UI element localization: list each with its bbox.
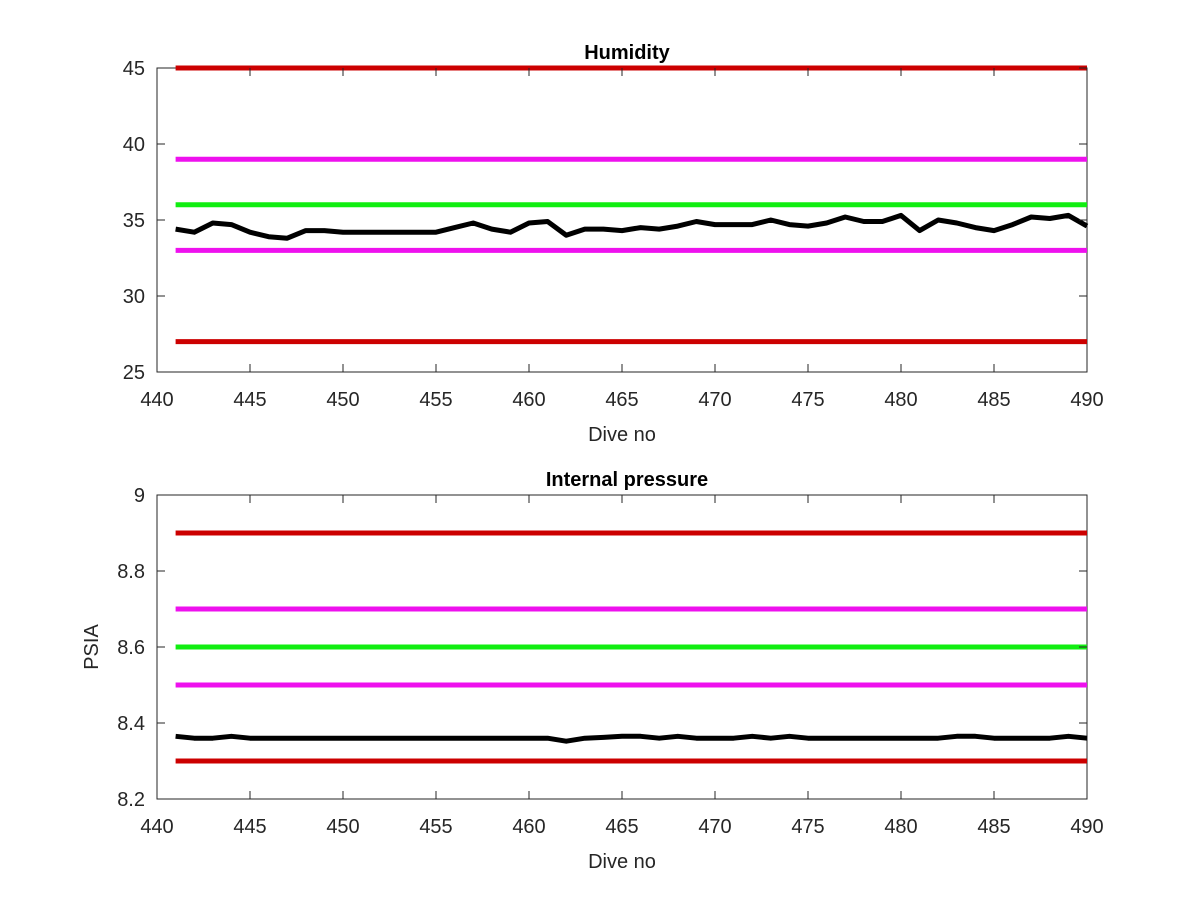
y-tick-label: 35 (123, 210, 145, 232)
x-tick-label: 445 (233, 389, 266, 411)
x-tick-label: 460 (512, 816, 545, 838)
x-tick-label: 445 (233, 816, 266, 838)
x-tick-label: 470 (698, 816, 731, 838)
y-tick-label: 8.4 (117, 713, 145, 735)
x-tick-label: 470 (698, 389, 731, 411)
x-tick-label: 490 (1070, 816, 1103, 838)
y-tick-label: 9 (134, 485, 145, 507)
chart-title: Internal pressure (546, 469, 708, 491)
x-tick-label: 480 (884, 389, 917, 411)
chart-1: 440 445 450 455 460 465 470 475 480 485 490 25 30 35 4… (123, 42, 1104, 446)
x-tick-label: 475 (791, 816, 824, 838)
plot-area (156, 67, 1088, 373)
x-tick-label: 485 (977, 389, 1010, 411)
chart-2: 440 445 450 455 460 465 470 475 480 485 490 8.2 8.4 8… (81, 469, 1104, 873)
y-tick-label: 40 (123, 134, 145, 156)
x-axis-label: Dive no (588, 851, 656, 873)
x-tick-label: 455 (419, 389, 452, 411)
x-tick-label: 455 (419, 816, 452, 838)
y-tick-label: 30 (123, 286, 145, 308)
x-tick-label: 465 (605, 816, 638, 838)
y-axis-label: PSIA (81, 624, 103, 670)
x-tick-label: 485 (977, 816, 1010, 838)
x-tick-label: 440 (140, 389, 173, 411)
x-tick-label: 450 (326, 389, 359, 411)
x-tick-label: 475 (791, 389, 824, 411)
x-tick-label: 480 (884, 816, 917, 838)
data-series-line (175, 212, 1089, 241)
y-tick-label: 8.6 (117, 637, 145, 659)
x-tick-label: 465 (605, 389, 638, 411)
data-series-line (175, 733, 1088, 744)
x-tick-label: 460 (512, 389, 545, 411)
x-axis-label: Dive no (588, 424, 656, 446)
charts: 440 445 450 455 460 465 470 475 480 485 490 25 30 35 4… (81, 42, 1104, 873)
x-tick-label: 450 (326, 816, 359, 838)
y-tick-label: 25 (123, 362, 145, 384)
y-tick-label: 8.2 (117, 789, 145, 811)
y-tick-label: 8.8 (117, 561, 145, 583)
x-tick-label: 440 (140, 816, 173, 838)
y-tick-label: 45 (123, 58, 145, 80)
x-tick-label: 490 (1070, 389, 1103, 411)
chart-title: Humidity (584, 42, 670, 64)
